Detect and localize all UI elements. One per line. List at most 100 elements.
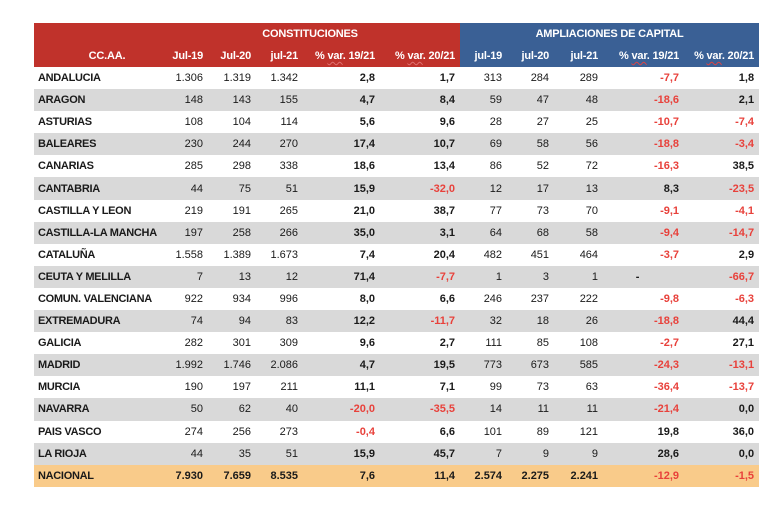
table-row: CANTABRIA 44 75 51 15,9 -32,0 12 17 13 8,3 -23,5 xyxy=(34,177,760,200)
constituciones-jul21-cell: 51 xyxy=(256,177,303,200)
region-name: PAIS VASCO xyxy=(34,420,160,443)
ampliaciones-var-20-21-cell: 2,1 xyxy=(684,89,760,112)
table-row: ANDALUCIA 1.306 1.319 1.342 2,8 1,7 313 284 289-… xyxy=(34,67,760,90)
constituciones-jul21-cell: 265 xyxy=(256,199,303,222)
constituciones-var-20-21-cell: 7,1 xyxy=(380,376,461,399)
group-header-constituciones: CONSTITUCIONES xyxy=(160,23,461,45)
constituciones-var-19-21-cell: 12,2 xyxy=(303,310,380,333)
ampliaciones-var-19-21-cell: 8,3 xyxy=(603,177,685,200)
constituciones-jul21-cell: 273 xyxy=(256,420,303,443)
constituciones-jul21-cell: 1.342 xyxy=(256,67,303,90)
region-name: ARAGON xyxy=(34,89,160,112)
constituciones-var-20-21-cell: 19,5 xyxy=(380,354,461,377)
constituciones-var-19-21-cell: 9,6 xyxy=(303,332,380,355)
constituciones-jul20-cell: 94 xyxy=(208,310,256,333)
ampliaciones-jul20-cell: 27 xyxy=(507,111,555,134)
region-name: CEUTA Y MELILLA xyxy=(34,265,160,288)
ampliaciones-var-20-21-cell: -13,7 xyxy=(684,376,760,399)
table-row: ARAGON 148 143 155 4,7 8,4 59 47 48 -18,6 2,1 xyxy=(34,89,760,112)
ampliaciones-jul20-cell: 73 xyxy=(507,376,555,399)
region-name: GALICIA xyxy=(34,332,160,355)
column-header-const-var-19-21: % var. 19/21 xyxy=(303,45,380,67)
ampliaciones-jul21-cell: 26 xyxy=(554,310,604,333)
ampliaciones-var-20-21-cell: 44,4 xyxy=(684,310,760,333)
spellcheck-underline: var xyxy=(407,50,423,62)
constituciones-var-19-21-cell: 17,4 xyxy=(303,133,380,156)
constituciones-var-19-21-cell: 71,4 xyxy=(303,265,380,288)
constituciones-var-20-21-cell: 6,6 xyxy=(380,420,461,443)
ampliaciones-var-19-21-cell: -12,9 xyxy=(603,464,685,487)
constituciones-var-19-21-cell: 18,6 xyxy=(303,155,380,178)
ampliaciones-var-19-21-cell: - xyxy=(603,265,685,288)
constituciones-var-19-21-cell: 5,6 xyxy=(303,111,380,134)
ampliaciones-jul20-cell: 2.275 xyxy=(507,464,555,487)
ampliaciones-jul19-cell: 1 xyxy=(460,265,508,288)
constituciones-var-19-21-cell: 4,7 xyxy=(303,354,380,377)
table-row: PAIS VASCO 274 256 273 -0,4 6,6 101 89 121 19,8 36… xyxy=(34,420,760,443)
region-name: NAVARRA xyxy=(34,398,160,421)
constituciones-var-20-21-cell: 9,6 xyxy=(380,111,461,134)
constituciones-var-19-21-cell: 11,1 xyxy=(303,376,380,399)
ampliaciones-var-19-21-cell: -3,7 xyxy=(603,243,685,266)
constituciones-jul20-cell: 1.389 xyxy=(208,243,256,266)
spellcheck-underline: var xyxy=(631,50,647,62)
ampliaciones-jul19-cell: 59 xyxy=(460,89,508,112)
constituciones-jul19-cell: 1.992 xyxy=(160,354,208,377)
constituciones-var-19-21-cell: 15,9 xyxy=(303,177,380,200)
ampliaciones-jul21-cell: 58 xyxy=(554,221,604,244)
table-row: GALICIA 282 301 309 9,6 2,7 111 85 108 -2,7 27,1 xyxy=(34,332,760,355)
table-row: EXTREMADURA 74 94 83 12,2 -11,7 32 18 26 -18,8 44,… xyxy=(34,310,760,333)
constituciones-var-20-21-cell: 11,4 xyxy=(380,464,461,487)
ampliaciones-var-20-21-cell: -1,5 xyxy=(684,464,760,487)
constituciones-var-19-21-cell: -20,0 xyxy=(303,398,380,421)
ampliaciones-jul20-cell: 451 xyxy=(507,243,555,266)
column-header-label: % var. 19/21 xyxy=(619,50,680,62)
constituciones-jul20-cell: 75 xyxy=(208,177,256,200)
ampliaciones-var-20-21-cell: 1,8 xyxy=(684,67,760,90)
table-row: CANARIAS 285 298 338 18,6 13,4 86 52 72 -16,3 38,5 xyxy=(34,155,760,178)
ampliaciones-var-20-21-cell: -23,5 xyxy=(684,177,760,200)
constituciones-var-20-21-cell: -32,0 xyxy=(380,177,461,200)
constituciones-var-19-21-cell: 35,0 xyxy=(303,221,380,244)
constituciones-jul21-cell: 114 xyxy=(256,111,303,134)
ampliaciones-jul19-cell: 111 xyxy=(460,332,508,355)
ampliaciones-var-20-21-cell: 36,0 xyxy=(684,420,760,443)
ampliaciones-jul21-cell: 9 xyxy=(554,442,604,465)
constituciones-var-20-21-cell: 20,4 xyxy=(380,243,461,266)
constituciones-jul20-cell: 62 xyxy=(208,398,256,421)
ampliaciones-jul19-cell: 69 xyxy=(460,133,508,156)
ampliaciones-jul19-cell: 773 xyxy=(460,354,508,377)
column-header-region: CC.AA. xyxy=(34,45,160,67)
ampliaciones-jul20-cell: 89 xyxy=(507,420,555,443)
constituciones-jul21-cell: 338 xyxy=(256,155,303,178)
ampliaciones-var-19-21-cell: -2,7 xyxy=(603,332,685,355)
column-header-label: % var. 20/21 xyxy=(395,50,456,62)
ampliaciones-jul21-cell: 289 xyxy=(554,67,604,90)
constituciones-jul20-cell: 258 xyxy=(208,221,256,244)
constituciones-var-20-21-cell: -35,5 xyxy=(380,398,461,421)
constituciones-jul21-cell: 266 xyxy=(256,221,303,244)
group-header-row: CONSTITUCIONES AMPLIACIONES DE CAPITAL xyxy=(34,23,760,45)
ampliaciones-jul20-cell: 58 xyxy=(507,133,555,156)
column-header-label: % var. 20/21 xyxy=(694,50,755,62)
ampliaciones-jul21-cell: 1 xyxy=(554,265,604,288)
constituciones-var-20-21-cell: 3,1 xyxy=(380,221,461,244)
constituciones-jul19-cell: 282 xyxy=(160,332,208,355)
region-name: CANARIAS xyxy=(34,155,160,178)
constituciones-var-19-21-cell: 7,4 xyxy=(303,243,380,266)
ampliaciones-var-19-21-cell: -36,4 xyxy=(603,376,685,399)
region-name: CASTILLA Y LEON xyxy=(34,199,160,222)
ampliaciones-jul19-cell: 64 xyxy=(460,221,508,244)
region-name: CASTILLA-LA MANCHA xyxy=(34,221,160,244)
column-header-const-jul21: jul-21 xyxy=(256,45,303,67)
table-header: CONSTITUCIONES AMPLIACIONES DE CAPITAL C… xyxy=(34,23,760,67)
constituciones-jul21-cell: 40 xyxy=(256,398,303,421)
region-name: COMUN. VALENCIANA xyxy=(34,287,160,311)
table-body: ANDALUCIA 1.306 1.319 1.342 2,8 1,7 313 284 289-… xyxy=(34,67,760,487)
ampliaciones-jul20-cell: 673 xyxy=(507,354,555,377)
ampliaciones-jul20-cell: 237 xyxy=(507,287,555,311)
constituciones-jul21-cell: 83 xyxy=(256,310,303,333)
constituciones-jul20-cell: 197 xyxy=(208,376,256,399)
ampliaciones-jul19-cell: 86 xyxy=(460,155,508,178)
spellcheck-underline: var xyxy=(327,50,343,62)
